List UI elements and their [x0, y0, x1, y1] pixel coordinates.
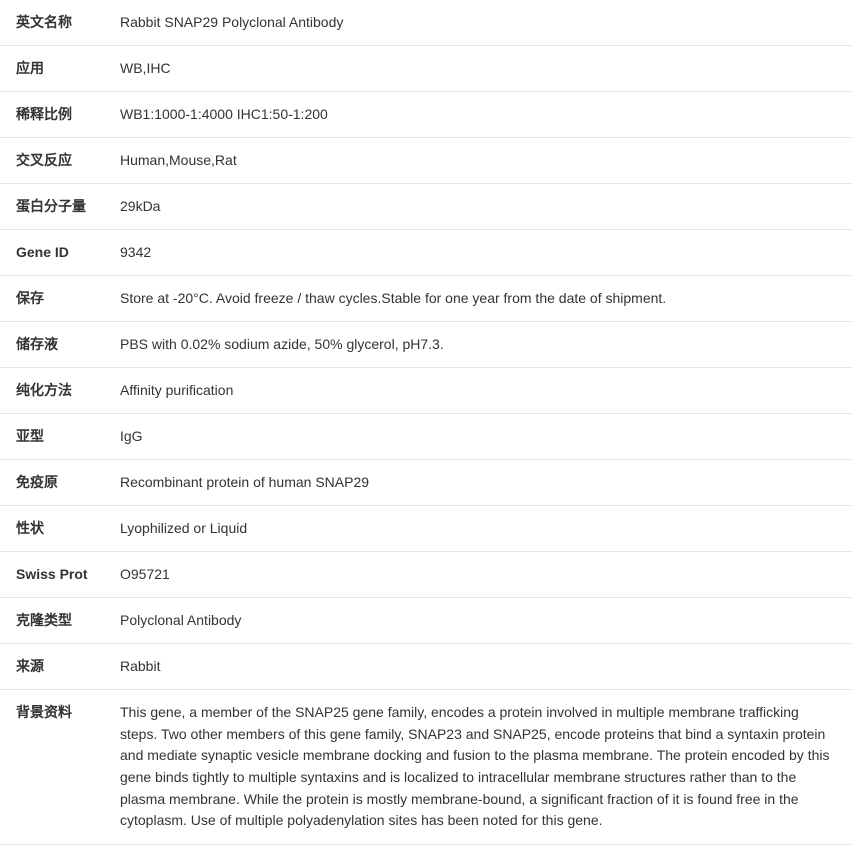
spec-row-buffer: 储存液 PBS with 0.02% sodium azide, 50% gly… — [0, 322, 852, 368]
spec-label: 背景资料 — [0, 690, 120, 844]
spec-row-host: 来源 Rabbit — [0, 644, 852, 690]
spec-row-clonality: 克隆类型 Polyclonal Antibody — [0, 598, 852, 644]
spec-value: O95721 — [120, 552, 852, 597]
spec-label: Gene ID — [0, 230, 120, 275]
spec-label: 克隆类型 — [0, 598, 120, 643]
spec-label: 储存液 — [0, 322, 120, 367]
spec-row-immunogen: 免疫原 Recombinant protein of human SNAP29 — [0, 460, 852, 506]
spec-row-background: 背景资料 This gene, a member of the SNAP25 g… — [0, 690, 852, 845]
spec-label: 稀释比例 — [0, 92, 120, 137]
spec-row-reactivity: 交叉反应 Human,Mouse,Rat — [0, 138, 852, 184]
spec-value: IgG — [120, 414, 852, 459]
spec-value: 9342 — [120, 230, 852, 275]
spec-value: 29kDa — [120, 184, 852, 229]
spec-value: Affinity purification — [120, 368, 852, 413]
spec-value: Recombinant protein of human SNAP29 — [120, 460, 852, 505]
spec-label: 免疫原 — [0, 460, 120, 505]
spec-value: Rabbit SNAP29 Polyclonal Antibody — [120, 0, 852, 45]
spec-label: 亚型 — [0, 414, 120, 459]
spec-label: 英文名称 — [0, 0, 120, 45]
spec-value: PBS with 0.02% sodium azide, 50% glycero… — [120, 322, 852, 367]
spec-row-form: 性状 Lyophilized or Liquid — [0, 506, 852, 552]
spec-label: 应用 — [0, 46, 120, 91]
spec-table: 英文名称 Rabbit SNAP29 Polyclonal Antibody 应… — [0, 0, 852, 845]
spec-value: Lyophilized or Liquid — [120, 506, 852, 551]
spec-row-mw: 蛋白分子量 29kDa — [0, 184, 852, 230]
spec-label: 性状 — [0, 506, 120, 551]
spec-row-purification: 纯化方法 Affinity purification — [0, 368, 852, 414]
spec-value: Human,Mouse,Rat — [120, 138, 852, 183]
spec-label: 来源 — [0, 644, 120, 689]
spec-value: This gene, a member of the SNAP25 gene f… — [120, 690, 852, 844]
spec-label: 纯化方法 — [0, 368, 120, 413]
spec-value: Polyclonal Antibody — [120, 598, 852, 643]
spec-value: Store at -20°C. Avoid freeze / thaw cycl… — [120, 276, 852, 321]
spec-row-dilution: 稀释比例 WB1:1000-1:4000 IHC1:50-1:200 — [0, 92, 852, 138]
spec-row-swiss-prot: Swiss Prot O95721 — [0, 552, 852, 598]
spec-value: Rabbit — [120, 644, 852, 689]
spec-row-storage: 保存 Store at -20°C. Avoid freeze / thaw c… — [0, 276, 852, 322]
spec-row-gene-id: Gene ID 9342 — [0, 230, 852, 276]
spec-row-application: 应用 WB,IHC — [0, 46, 852, 92]
spec-value: WB1:1000-1:4000 IHC1:50-1:200 — [120, 92, 852, 137]
spec-row-english-name: 英文名称 Rabbit SNAP29 Polyclonal Antibody — [0, 0, 852, 46]
spec-value: WB,IHC — [120, 46, 852, 91]
spec-label: 保存 — [0, 276, 120, 321]
spec-label: 蛋白分子量 — [0, 184, 120, 229]
spec-label: 交叉反应 — [0, 138, 120, 183]
spec-label: Swiss Prot — [0, 552, 120, 597]
spec-row-isotype: 亚型 IgG — [0, 414, 852, 460]
